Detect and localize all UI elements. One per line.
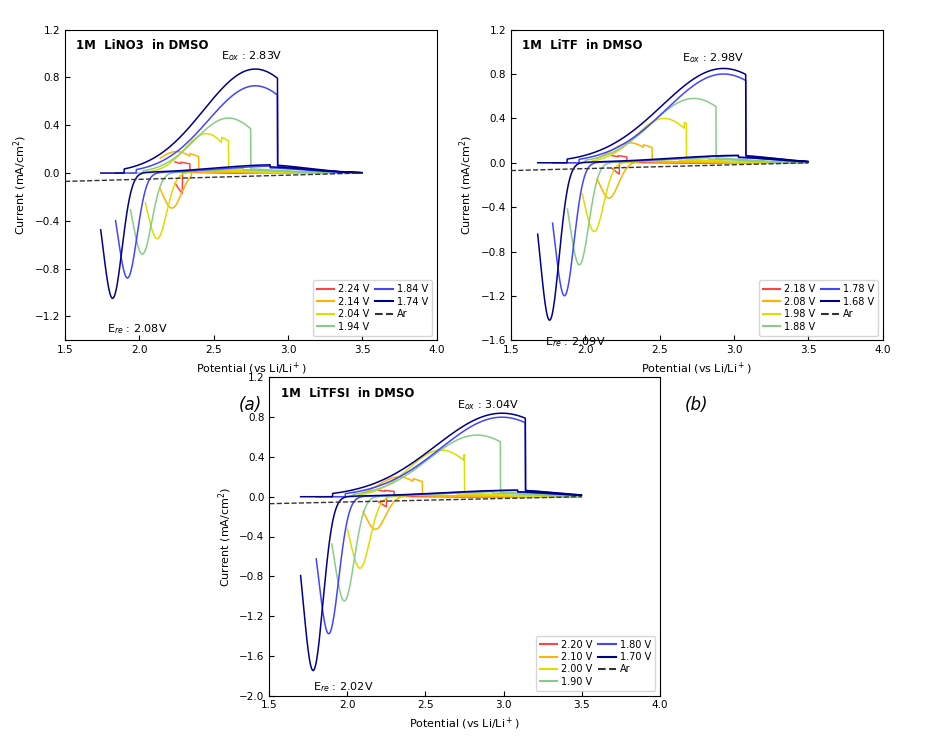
Y-axis label: Current (mA/cm$^2$): Current (mA/cm$^2$) xyxy=(216,486,233,587)
Text: E$_{re}$ : 2.08V: E$_{re}$ : 2.08V xyxy=(107,323,167,336)
Legend: 2.18 V, 2.08 V, 1.98 V, 1.88 V, 1.78 V, 1.68 V, Ar: 2.18 V, 2.08 V, 1.98 V, 1.88 V, 1.78 V, … xyxy=(758,280,877,335)
Text: E$_{re}$ : 2.09V: E$_{re}$ : 2.09V xyxy=(545,334,605,349)
Legend: 2.20 V, 2.10 V, 2.00 V, 1.90 V, 1.80 V, 1.70 V, Ar: 2.20 V, 2.10 V, 2.00 V, 1.90 V, 1.80 V, … xyxy=(535,636,654,690)
Text: 1M  LiTFSI  in DMSO: 1M LiTFSI in DMSO xyxy=(281,387,414,400)
X-axis label: Potential (vs Li/Li$^+$): Potential (vs Li/Li$^+$) xyxy=(640,361,752,377)
X-axis label: Potential (vs Li/Li$^+$): Potential (vs Li/Li$^+$) xyxy=(408,716,520,733)
Text: (a): (a) xyxy=(238,397,263,414)
Text: E$_{ox}$ : 2.98V: E$_{ox}$ : 2.98V xyxy=(681,51,743,65)
Y-axis label: Current (mA/cm$^2$): Current (mA/cm$^2$) xyxy=(458,135,474,235)
Text: E$_{ox}$ : 3.04V: E$_{ox}$ : 3.04V xyxy=(457,398,518,412)
Text: E$_{re}$ : 2.02V: E$_{re}$ : 2.02V xyxy=(313,681,373,694)
Text: 1M  LiNO3  in DMSO: 1M LiNO3 in DMSO xyxy=(76,39,209,52)
Text: E$_{ox}$ : 2.83V: E$_{ox}$ : 2.83V xyxy=(221,50,282,63)
Text: (b): (b) xyxy=(684,397,708,414)
X-axis label: Potential (vs Li/Li$^+$): Potential (vs Li/Li$^+$) xyxy=(195,361,306,377)
Y-axis label: Current (mA/cm$^2$): Current (mA/cm$^2$) xyxy=(12,135,29,235)
Text: 1M  LiTF  in DMSO: 1M LiTF in DMSO xyxy=(522,39,642,52)
Legend: 2.24 V, 2.14 V, 2.04 V, 1.94 V, 1.84 V, 1.74 V, Ar: 2.24 V, 2.14 V, 2.04 V, 1.94 V, 1.84 V, … xyxy=(313,280,432,335)
